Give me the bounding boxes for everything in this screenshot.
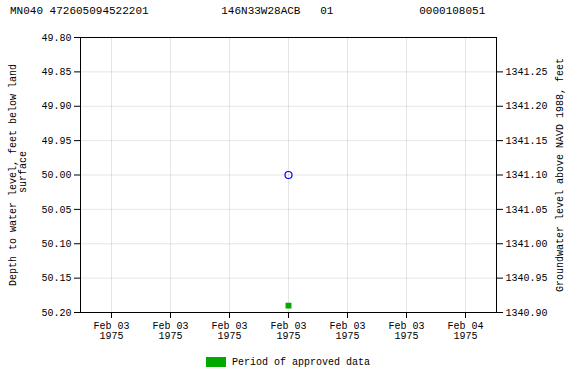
svg-text:Feb 031975: Feb 031975: [93, 321, 129, 342]
svg-text:Depth to water level, feet bel: Depth to water level, feet below land su…: [8, 64, 29, 286]
svg-text:Feb 031975: Feb 031975: [211, 321, 247, 342]
svg-text:1341.25: 1341.25: [506, 67, 548, 78]
svg-text:50.15: 50.15: [41, 273, 71, 284]
svg-text:50.20: 50.20: [41, 308, 71, 319]
svg-text:1341.05: 1341.05: [506, 205, 548, 216]
svg-text:49.95: 49.95: [41, 136, 71, 147]
html-text:MN040 472605094522201 146N33W2: MN040 472605094522201 146N33W28ACB 01 00…: [10, 5, 486, 17]
svg-text:49.85: 49.85: [41, 67, 71, 78]
svg-text:1341.15: 1341.15: [506, 136, 548, 147]
svg-text:1341.00: 1341.00: [506, 239, 548, 250]
svg-text:Feb 031975: Feb 031975: [152, 321, 188, 342]
svg-text:49.90: 49.90: [41, 101, 71, 112]
svg-text:1341.10: 1341.10: [506, 170, 548, 181]
svg-text:Feb 041975: Feb 041975: [447, 321, 483, 342]
svg-text:1340.90: 1340.90: [506, 308, 548, 319]
svg-text:Feb 031975: Feb 031975: [270, 321, 306, 342]
svg-text:1340.95: 1340.95: [506, 273, 548, 284]
svg-text:Feb 031975: Feb 031975: [388, 321, 424, 342]
svg-text:50.00: 50.00: [41, 170, 71, 181]
svg-text:50.10: 50.10: [41, 239, 71, 250]
svg-text:1341.20: 1341.20: [506, 101, 548, 112]
svg-text:50.05: 50.05: [41, 205, 71, 216]
svg-text:Groundwater level above NAVD 1: Groundwater level above NAVD 1988, feet: [555, 58, 566, 292]
svg-text:49.80: 49.80: [41, 33, 71, 44]
svg-text:Feb 031975: Feb 031975: [329, 321, 365, 342]
html-text:Period of approved data: Period of approved data: [232, 356, 370, 368]
